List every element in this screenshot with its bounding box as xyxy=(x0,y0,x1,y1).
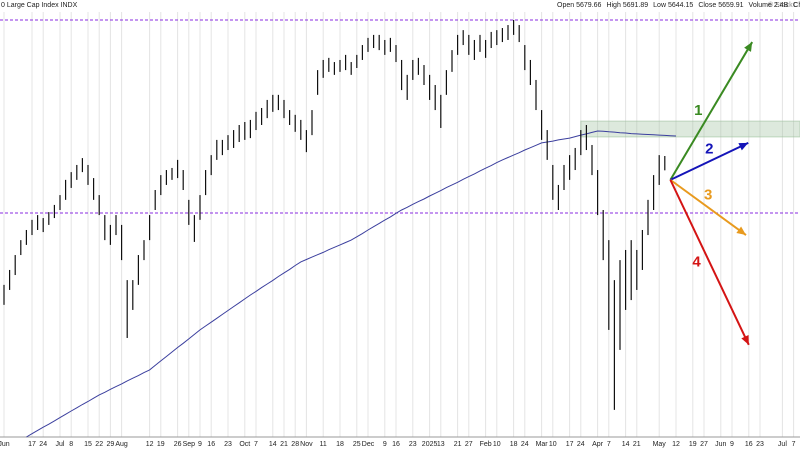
resistance-zone xyxy=(580,120,800,138)
x-tick-label: 16 xyxy=(392,441,400,448)
scenario-arrow xyxy=(669,41,754,181)
x-tick-label: 10 xyxy=(549,441,557,448)
x-tick-label: 12 xyxy=(146,441,154,448)
stat-label: Volume xyxy=(749,2,772,9)
x-tick-label: Jun xyxy=(715,441,726,448)
scenario-label: 3 xyxy=(704,186,712,203)
credit: © StockC xyxy=(768,1,798,9)
x-tick-label: 17 xyxy=(566,441,574,448)
x-tick-label: 7 xyxy=(792,441,796,448)
arrow-head xyxy=(744,42,753,52)
stat-label: Close xyxy=(698,2,716,9)
x-tick-label: 23 xyxy=(409,441,417,448)
x-tick-label: 16 xyxy=(207,441,215,448)
x-tick-label: 19 xyxy=(157,441,165,448)
x-tick-label: 2025 xyxy=(422,441,438,448)
x-tick-label: 21 xyxy=(280,441,288,448)
x-tick-label: Jul xyxy=(778,441,787,448)
x-tick-label: Apr xyxy=(592,441,604,448)
scenario-arrow xyxy=(669,141,749,181)
x-tick-label: 18 xyxy=(336,441,344,448)
x-tick-label: 9 xyxy=(730,441,734,448)
scenario-arrow xyxy=(669,179,750,346)
scenario-label: 4 xyxy=(692,253,701,270)
x-tick-label: 25 xyxy=(353,441,361,448)
stat-label: Open xyxy=(557,2,574,9)
x-tick-label: Jun xyxy=(0,441,10,448)
x-tick-label: 23 xyxy=(756,441,764,448)
arrow-head xyxy=(738,142,749,151)
stat-value: 5659.91 xyxy=(718,2,743,9)
x-tick-label: Oct xyxy=(239,441,250,448)
x-tick-label: Aug xyxy=(115,441,128,448)
x-tick-label: 17 xyxy=(28,441,36,448)
arrow-head xyxy=(741,334,749,345)
x-tick-label: Feb xyxy=(480,441,492,448)
x-tick-label: 7 xyxy=(254,441,258,448)
x-tick-label: 12 xyxy=(672,441,680,448)
x-tick-label: 11 xyxy=(320,441,327,448)
x-tick-label: Mar xyxy=(536,441,549,448)
stat-value: 2.4B xyxy=(774,2,789,9)
x-tick-label: 24 xyxy=(577,441,585,448)
x-tick-label: 13 xyxy=(437,441,445,448)
x-tick-label: Sep xyxy=(183,441,196,448)
scenario-label: 2 xyxy=(705,140,713,157)
x-tick-label: 10 xyxy=(493,441,501,448)
x-tick-label: 29 xyxy=(107,441,115,448)
x-tick-label: 26 xyxy=(174,441,182,448)
stat-label: Chg xyxy=(793,2,800,9)
chart-title: 0 Large Cap Index INDX xyxy=(1,2,78,9)
x-tick-label: 7 xyxy=(607,441,611,448)
stat-label: Low xyxy=(653,2,667,9)
scenario-label: 1 xyxy=(694,102,702,119)
x-tick-label: Nov xyxy=(300,441,313,448)
x-tick-label: 8 xyxy=(69,441,73,448)
x-tick-label: May xyxy=(653,441,667,448)
x-tick-label: 22 xyxy=(95,441,103,448)
x-tick-label: 21 xyxy=(633,441,641,448)
x-tick-label: 24 xyxy=(39,441,47,448)
x-tick-label: 15 xyxy=(84,441,92,448)
scenario-arrow xyxy=(669,179,747,236)
x-tick-label: 16 xyxy=(745,441,753,448)
x-tick-label: 23 xyxy=(224,441,232,448)
x-tick-label: Dec xyxy=(362,441,375,448)
stat-label: High xyxy=(606,2,621,9)
stat-value: 5679.66 xyxy=(576,2,601,9)
x-tick-label: 27 xyxy=(465,441,473,448)
x-tick-label: Jul xyxy=(56,441,65,448)
stat-value: 5691.89 xyxy=(623,2,648,9)
x-tick-label: 27 xyxy=(700,441,708,448)
arrow-head xyxy=(736,226,746,236)
header-stats: Open 5679.66 High 5691.89 Low 5644.15 Close 565… xyxy=(557,2,800,9)
x-tick-label: 9 xyxy=(383,441,387,448)
stat-value: 5644.15 xyxy=(668,2,693,9)
x-tick-label: 19 xyxy=(689,441,697,448)
x-tick-label: 18 xyxy=(510,441,518,448)
x-tick-label: 14 xyxy=(269,441,277,448)
x-tick-label: 14 xyxy=(622,441,630,448)
x-tick-label: 9 xyxy=(198,441,202,448)
moving-average xyxy=(26,130,677,438)
x-tick-label: 21 xyxy=(454,441,462,448)
x-tick-label: 28 xyxy=(291,441,299,448)
x-tick-label: 24 xyxy=(521,441,529,448)
